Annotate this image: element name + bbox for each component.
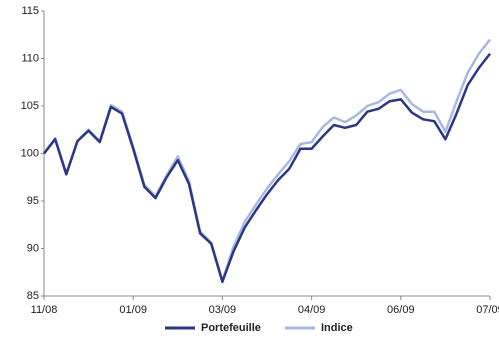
y-tick-label: 105 [21, 100, 39, 112]
x-tick-label: 07/09 [476, 304, 499, 316]
y-tick-label: 100 [21, 147, 39, 159]
y-tick-label: 90 [27, 242, 39, 254]
x-tick-label: 01/09 [119, 304, 147, 316]
series-line [42, 38, 491, 283]
y-tick-label: 95 [27, 195, 39, 207]
y-tick-label: 85 [27, 290, 39, 302]
x-tick-label: 03/09 [209, 304, 237, 316]
series-line [43, 52, 491, 283]
y-tick-label: 110 [21, 52, 39, 64]
y-tick-label: 115 [21, 5, 39, 17]
legend-label: Portefeuille [201, 322, 261, 334]
x-tick-label: 11/08 [31, 304, 58, 316]
x-tick-label: 04/09 [298, 304, 326, 316]
legend-label: Indice [321, 322, 353, 334]
x-tick-label: 06/09 [387, 304, 415, 316]
